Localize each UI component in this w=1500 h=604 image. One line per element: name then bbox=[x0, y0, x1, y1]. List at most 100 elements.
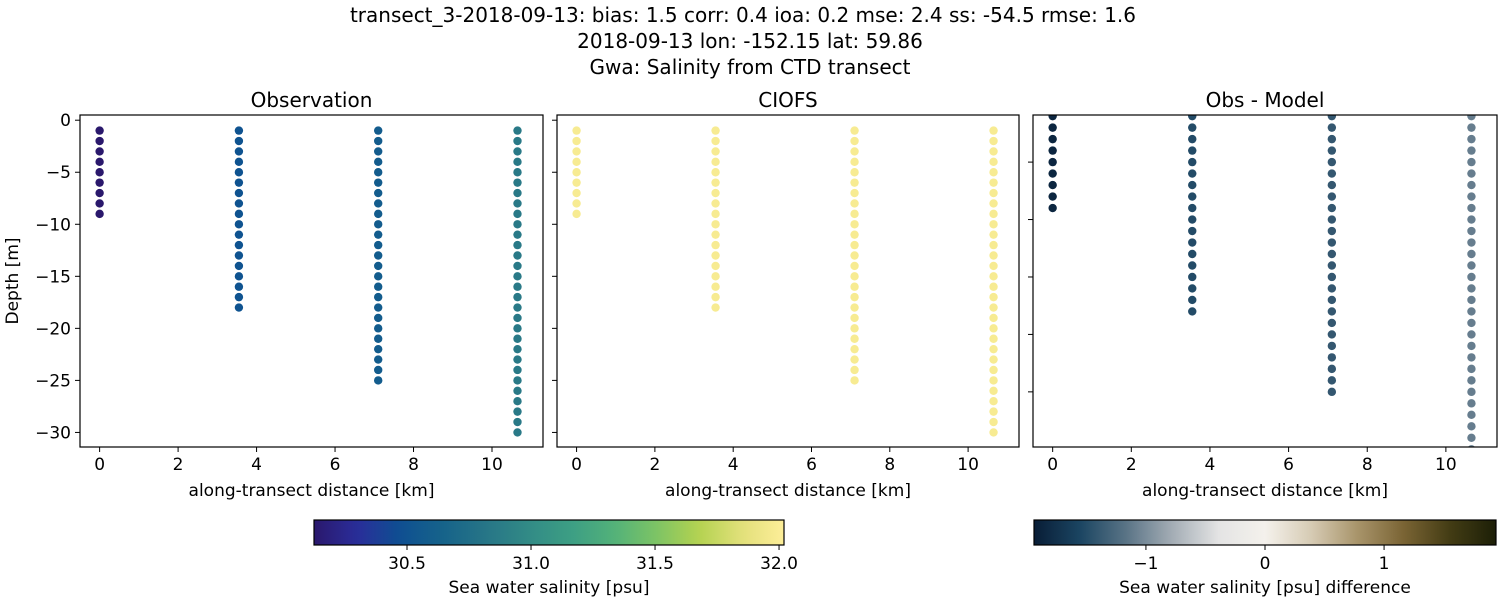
data-point bbox=[513, 282, 522, 291]
data-point bbox=[1048, 134, 1057, 144]
data-point bbox=[374, 230, 383, 239]
data-point bbox=[1467, 295, 1476, 305]
data-point bbox=[989, 282, 998, 291]
data-point bbox=[850, 147, 859, 156]
data-point bbox=[711, 136, 720, 146]
data-point bbox=[1467, 215, 1476, 224]
data-point bbox=[1188, 307, 1197, 316]
data-point bbox=[513, 178, 522, 187]
plot-frame bbox=[79, 114, 544, 448]
data-point bbox=[711, 272, 720, 281]
data-point bbox=[850, 261, 859, 271]
data-point bbox=[1467, 249, 1476, 259]
data-point bbox=[1327, 215, 1337, 224]
data-point bbox=[1467, 307, 1476, 316]
data-point bbox=[374, 157, 383, 167]
data-point bbox=[513, 230, 522, 239]
data-point bbox=[850, 303, 859, 312]
data-point bbox=[95, 168, 104, 177]
y-tick-label: −25 bbox=[35, 371, 71, 391]
x-tick-label: 8 bbox=[408, 455, 419, 475]
data-points bbox=[95, 126, 522, 437]
data-point bbox=[1188, 157, 1197, 167]
colorbar-tick-label: 32.0 bbox=[760, 554, 798, 574]
data-point bbox=[711, 147, 720, 156]
data-point bbox=[1467, 123, 1476, 132]
x-tick-label: 10 bbox=[1435, 455, 1457, 475]
data-point bbox=[989, 220, 998, 229]
data-point bbox=[374, 313, 383, 323]
data-point bbox=[1188, 169, 1197, 178]
data-point bbox=[711, 178, 720, 187]
data-point bbox=[1188, 115, 1197, 121]
data-point bbox=[234, 126, 244, 135]
data-point bbox=[513, 220, 522, 229]
data-point bbox=[989, 324, 998, 333]
data-point bbox=[374, 344, 383, 354]
y-tick-label: −15 bbox=[35, 267, 71, 287]
data-point bbox=[513, 272, 522, 281]
data-point bbox=[95, 136, 104, 146]
data-point bbox=[374, 188, 383, 198]
x-tick-label: 6 bbox=[330, 455, 341, 475]
data-point bbox=[989, 407, 998, 416]
data-point bbox=[234, 157, 244, 167]
data-point bbox=[374, 292, 383, 302]
data-point bbox=[1327, 341, 1337, 351]
data-point bbox=[1467, 399, 1476, 408]
data-point bbox=[1467, 318, 1476, 328]
y-tick-label: −10 bbox=[35, 215, 71, 235]
data-point bbox=[1188, 215, 1197, 224]
data-point bbox=[1467, 192, 1476, 201]
x-tick-label: 6 bbox=[806, 455, 817, 475]
data-point bbox=[1327, 134, 1337, 144]
data-point bbox=[513, 251, 522, 260]
data-point bbox=[572, 126, 581, 135]
data-point bbox=[1467, 115, 1476, 121]
data-point bbox=[513, 428, 522, 437]
data-point bbox=[850, 365, 859, 375]
data-point bbox=[572, 199, 581, 208]
data-point bbox=[711, 199, 720, 208]
x-tick-label: 2 bbox=[173, 455, 184, 475]
data-point bbox=[850, 230, 859, 239]
data-point bbox=[234, 303, 244, 312]
data-point bbox=[513, 188, 522, 198]
data-point bbox=[1327, 123, 1337, 132]
data-point bbox=[1188, 180, 1197, 190]
data-point bbox=[711, 188, 720, 198]
data-point bbox=[1467, 169, 1476, 178]
x-tick-label: 4 bbox=[1205, 455, 1216, 475]
data-point bbox=[374, 240, 383, 250]
data-point bbox=[850, 168, 859, 177]
data-point bbox=[95, 199, 104, 208]
plot-frame bbox=[1032, 114, 1498, 448]
data-point bbox=[513, 355, 522, 364]
data-point bbox=[989, 344, 998, 354]
title-line-2: 2018-09-13 lon: -152.15 lat: 59.86 bbox=[577, 29, 923, 53]
data-point bbox=[1467, 146, 1476, 155]
data-point bbox=[1467, 422, 1476, 431]
data-point bbox=[989, 168, 998, 177]
data-point bbox=[1327, 330, 1337, 339]
data-point bbox=[513, 240, 522, 250]
data-point bbox=[1048, 203, 1057, 213]
panel-2: CIOFS 0 2 4 6 8 10 along-transect distance [km] bbox=[552, 88, 1020, 501]
colorbar-tick-label: −1 bbox=[1133, 554, 1158, 574]
data-point bbox=[850, 313, 859, 323]
data-point bbox=[850, 324, 859, 333]
data-point bbox=[374, 282, 383, 291]
data-point bbox=[513, 417, 522, 427]
x-tick-label: 10 bbox=[957, 455, 979, 475]
data-point bbox=[513, 376, 522, 385]
data-point bbox=[572, 168, 581, 177]
data-point bbox=[374, 272, 383, 281]
data-point bbox=[1467, 410, 1476, 420]
data-point bbox=[374, 376, 383, 385]
data-point bbox=[513, 209, 522, 219]
data-point bbox=[1327, 226, 1337, 236]
data-point bbox=[1188, 261, 1197, 270]
data-point bbox=[1048, 115, 1057, 121]
data-point bbox=[513, 365, 522, 375]
data-point bbox=[1467, 445, 1475, 447]
